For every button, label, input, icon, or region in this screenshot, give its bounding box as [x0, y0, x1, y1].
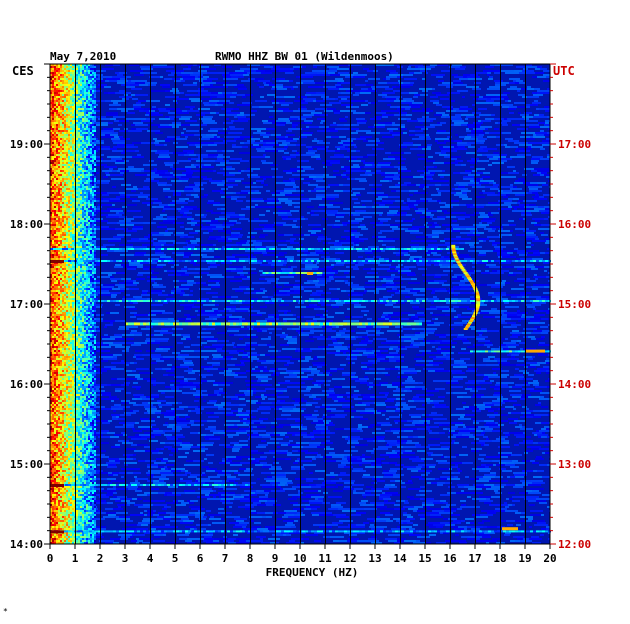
x-tick-label: 19	[518, 552, 531, 565]
x-tick-label: 15	[418, 552, 431, 565]
x-tick-label: 6	[197, 552, 204, 565]
left-tick-label: 14:00	[10, 538, 43, 551]
x-tick-label: 0	[47, 552, 54, 565]
x-tick-label: 10	[293, 552, 306, 565]
left-tick-label: 19:00	[10, 138, 43, 151]
right-tick-label: 16:00	[558, 218, 591, 231]
right-time-axis: 17:00 16:00 15:00 14:00 13:00 12:00	[550, 63, 591, 551]
x-axis-label: FREQUENCY (HZ)	[266, 566, 359, 579]
left-axis-label: CES	[12, 64, 34, 78]
x-tick-label: 9	[272, 552, 279, 565]
right-tick-label: 13:00	[558, 458, 591, 471]
x-tick-label: 4	[147, 552, 154, 565]
x-tick-label: 5	[172, 552, 179, 565]
x-tick-label: 3	[122, 552, 129, 565]
grid	[75, 64, 526, 544]
corner-mark: *	[3, 607, 8, 616]
right-tick-label: 17:00	[558, 138, 591, 151]
right-tick-label: 15:00	[558, 298, 591, 311]
left-tick-label: 16:00	[10, 378, 43, 391]
spectral-texture	[50, 64, 550, 544]
low-frequency-band	[50, 64, 96, 544]
spectrogram-plot	[49, 63, 551, 545]
x-tick-label: 18	[493, 552, 506, 565]
right-axis-label: UTC	[553, 64, 575, 78]
left-tick-label: 17:00	[10, 298, 43, 311]
x-tick-label: 8	[247, 552, 254, 565]
left-tick-label: 18:00	[10, 218, 43, 231]
x-tick-label: 14	[393, 552, 407, 565]
chart-date: May 7,2010	[50, 50, 116, 63]
x-tick-label: 2	[97, 552, 104, 565]
x-tick-label: 1	[72, 552, 79, 565]
x-tick-label: 13	[368, 552, 381, 565]
x-tick-label: 12	[343, 552, 356, 565]
left-tick-label: 15:00	[10, 458, 43, 471]
right-tick-label: 14:00	[558, 378, 591, 391]
activity-streaks	[50, 248, 551, 534]
frequency-axis: 0 1 2 3 4 5 6 7 8 9 10 11 12 13 14 15 16 17 18 19 20	[47, 544, 557, 565]
x-tick-label: 7	[222, 552, 229, 565]
x-tick-label: 20	[543, 552, 556, 565]
x-tick-label: 16	[443, 552, 457, 565]
chart-title: RWMO HHZ BW 01 (Wildenmoos)	[215, 50, 394, 63]
x-tick-label: 11	[318, 552, 332, 565]
left-time-axis: 19:00 18:00 17:00 16:00 15:00 14:00	[10, 63, 50, 551]
right-tick-label: 12:00	[558, 538, 591, 551]
x-tick-label: 17	[468, 552, 481, 565]
